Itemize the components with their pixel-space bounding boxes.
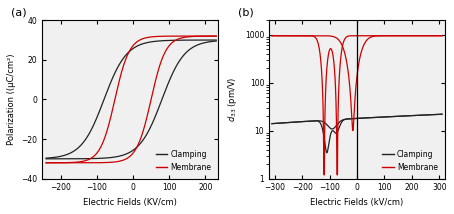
Legend: Clamping, Membrane: Clamping, Membrane — [379, 147, 441, 175]
Y-axis label: $d_{33}$ (pm/V): $d_{33}$ (pm/V) — [227, 77, 239, 122]
Legend: Clamping, Membrane: Clamping, Membrane — [153, 147, 214, 175]
Text: (a): (a) — [11, 7, 26, 17]
Text: (b): (b) — [237, 7, 253, 17]
X-axis label: Electric Fields (kV/cm): Electric Fields (kV/cm) — [311, 198, 404, 207]
Y-axis label: Polarization ((μC/cm²): Polarization ((μC/cm²) — [7, 54, 16, 145]
X-axis label: Electric Fields (KV/cm): Electric Fields (KV/cm) — [84, 198, 177, 207]
